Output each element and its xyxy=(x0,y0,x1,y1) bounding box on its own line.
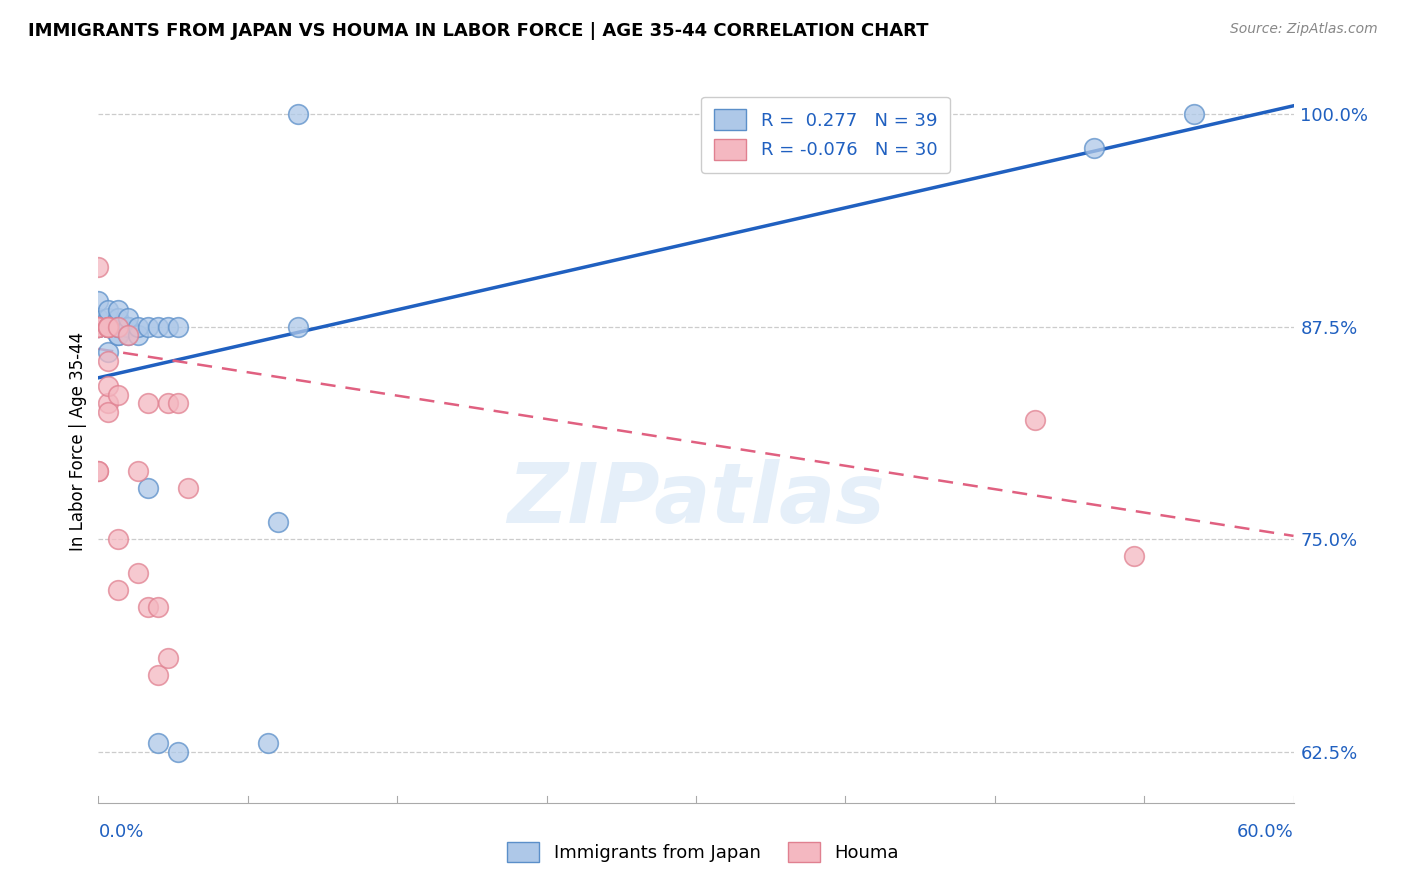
Text: Source: ZipAtlas.com: Source: ZipAtlas.com xyxy=(1230,22,1378,37)
Point xyxy=(157,651,180,665)
Point xyxy=(148,600,170,615)
Point xyxy=(97,379,120,393)
Point xyxy=(87,319,110,334)
Legend: Immigrants from Japan, Houma: Immigrants from Japan, Houma xyxy=(499,834,907,870)
Point xyxy=(117,319,139,334)
Point xyxy=(107,328,129,343)
Point xyxy=(107,583,129,598)
Point xyxy=(97,319,120,334)
Point xyxy=(136,600,159,615)
Point xyxy=(107,319,129,334)
Point xyxy=(287,107,309,121)
Point xyxy=(107,311,129,326)
Point xyxy=(1024,413,1046,427)
Point xyxy=(287,319,309,334)
Point xyxy=(97,319,120,334)
Point xyxy=(97,319,120,334)
Point xyxy=(107,328,129,343)
Point xyxy=(167,319,190,334)
Point xyxy=(136,481,159,495)
Point xyxy=(157,396,180,410)
Point xyxy=(136,319,159,334)
Point xyxy=(87,294,110,309)
Point xyxy=(107,319,129,334)
Point xyxy=(167,396,190,410)
Point xyxy=(97,405,120,419)
Point xyxy=(97,319,120,334)
Point xyxy=(127,319,149,334)
Point xyxy=(148,668,170,682)
Point xyxy=(107,302,129,317)
Text: IMMIGRANTS FROM JAPAN VS HOUMA IN LABOR FORCE | AGE 35-44 CORRELATION CHART: IMMIGRANTS FROM JAPAN VS HOUMA IN LABOR … xyxy=(28,22,928,40)
Point xyxy=(87,311,110,326)
Point xyxy=(87,464,110,478)
Point xyxy=(87,319,110,334)
Point xyxy=(97,353,120,368)
Text: 0.0%: 0.0% xyxy=(98,823,143,841)
Point xyxy=(87,319,110,334)
Point xyxy=(97,311,120,326)
Point xyxy=(177,481,200,495)
Point xyxy=(117,328,139,343)
Point xyxy=(127,328,149,343)
Legend: R =  0.277   N = 39, R = -0.076   N = 30: R = 0.277 N = 39, R = -0.076 N = 30 xyxy=(702,96,950,172)
Point xyxy=(148,319,170,334)
Point xyxy=(1123,549,1146,564)
Point xyxy=(256,736,278,750)
Point xyxy=(97,396,120,410)
Point xyxy=(107,533,129,547)
Y-axis label: In Labor Force | Age 35-44: In Labor Force | Age 35-44 xyxy=(69,332,87,551)
Point xyxy=(1182,107,1205,121)
Point xyxy=(107,319,129,334)
Point xyxy=(117,319,139,334)
Point xyxy=(97,319,120,334)
Point xyxy=(157,319,180,334)
Point xyxy=(87,464,110,478)
Point xyxy=(87,319,110,334)
Point xyxy=(117,328,139,343)
Point xyxy=(87,319,110,334)
Point xyxy=(97,319,120,334)
Point xyxy=(87,260,110,275)
Point xyxy=(127,464,149,478)
Point xyxy=(267,516,290,530)
Point xyxy=(1083,141,1105,155)
Point xyxy=(167,745,190,759)
Point xyxy=(136,396,159,410)
Point xyxy=(107,319,129,334)
Point xyxy=(97,345,120,359)
Point xyxy=(127,566,149,581)
Point xyxy=(117,311,139,326)
Point xyxy=(97,302,120,317)
Point xyxy=(148,736,170,750)
Point xyxy=(107,388,129,402)
Text: ZIPatlas: ZIPatlas xyxy=(508,458,884,540)
Text: 60.0%: 60.0% xyxy=(1237,823,1294,841)
Point xyxy=(107,319,129,334)
Point xyxy=(107,319,129,334)
Point xyxy=(177,838,200,853)
